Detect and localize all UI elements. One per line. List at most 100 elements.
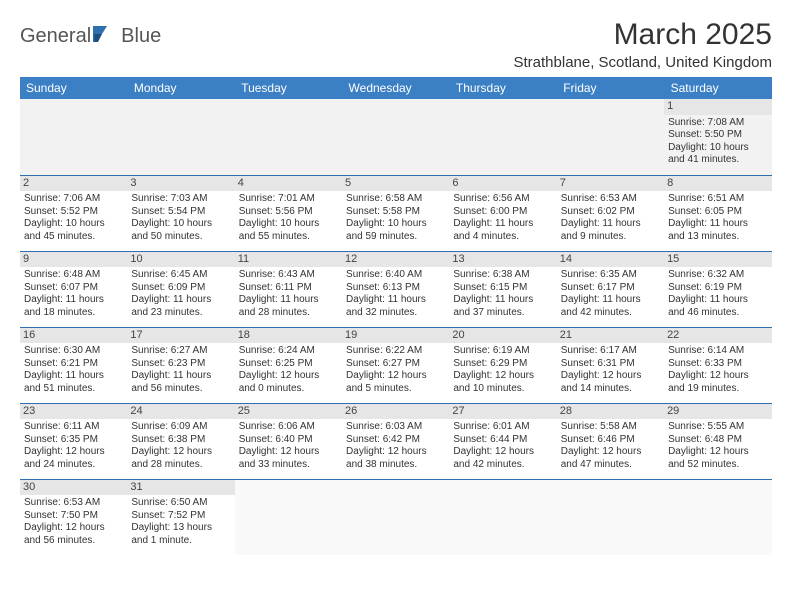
day-number: 28	[557, 404, 664, 420]
day-sunset: Sunset: 7:50 PM	[24, 510, 123, 523]
day-daylight1: Daylight: 10 hours	[131, 218, 230, 231]
day-daylight1: Daylight: 12 hours	[453, 370, 552, 383]
day-body: Sunrise: 6:58 AMSunset: 5:58 PMDaylight:…	[346, 193, 445, 243]
day-sunset: Sunset: 5:52 PM	[24, 206, 123, 219]
day-number: 9	[20, 252, 127, 268]
day-daylight1: Daylight: 11 hours	[24, 370, 123, 383]
day-body: Sunrise: 6:51 AMSunset: 6:05 PMDaylight:…	[668, 193, 767, 243]
day-number: 27	[449, 404, 556, 420]
day-cell: 2Sunrise: 7:06 AMSunset: 5:52 PMDaylight…	[20, 175, 127, 251]
flag-icon	[93, 24, 119, 49]
month-title: March 2025	[514, 18, 773, 52]
day-number: 3	[127, 176, 234, 192]
day-sunset: Sunset: 6:48 PM	[668, 434, 767, 447]
day-body: Sunrise: 6:30 AMSunset: 6:21 PMDaylight:…	[24, 345, 123, 395]
calendar-page: General Blue March 2025 Strathblane, Sco…	[0, 0, 792, 573]
day-daylight1: Daylight: 11 hours	[346, 294, 445, 307]
day-daylight1: Daylight: 12 hours	[346, 446, 445, 459]
empty-cell	[664, 479, 771, 555]
location: Strathblane, Scotland, United Kingdom	[514, 54, 773, 71]
day-body: Sunrise: 6:01 AMSunset: 6:44 PMDaylight:…	[453, 421, 552, 471]
day-sunrise: Sunrise: 6:09 AM	[131, 421, 230, 434]
day-sunset: Sunset: 6:21 PM	[24, 358, 123, 371]
day-daylight1: Daylight: 11 hours	[239, 294, 338, 307]
day-daylight2: and 10 minutes.	[453, 383, 552, 396]
day-number: 20	[449, 328, 556, 344]
day-sunset: Sunset: 6:38 PM	[131, 434, 230, 447]
day-sunrise: Sunrise: 6:48 AM	[24, 269, 123, 282]
day-number: 19	[342, 328, 449, 344]
day-daylight1: Daylight: 11 hours	[131, 370, 230, 383]
day-daylight2: and 46 minutes.	[668, 307, 767, 320]
day-daylight1: Daylight: 12 hours	[131, 446, 230, 459]
day-sunrise: Sunrise: 6:01 AM	[453, 421, 552, 434]
day-cell: 8Sunrise: 6:51 AMSunset: 6:05 PMDaylight…	[664, 175, 771, 251]
day-daylight1: Daylight: 11 hours	[453, 294, 552, 307]
day-number: 7	[557, 176, 664, 192]
day-body: Sunrise: 6:35 AMSunset: 6:17 PMDaylight:…	[561, 269, 660, 319]
day-sunset: Sunset: 6:07 PM	[24, 282, 123, 295]
weekday-header: Sunday	[20, 77, 127, 99]
header: General Blue March 2025 Strathblane, Sco…	[20, 18, 772, 71]
day-sunset: Sunset: 6:27 PM	[346, 358, 445, 371]
day-cell: 29Sunrise: 5:55 AMSunset: 6:48 PMDayligh…	[664, 403, 771, 479]
calendar-table: Sunday Monday Tuesday Wednesday Thursday…	[20, 77, 772, 555]
day-sunrise: Sunrise: 6:45 AM	[131, 269, 230, 282]
day-number: 21	[557, 328, 664, 344]
day-sunset: Sunset: 6:44 PM	[453, 434, 552, 447]
day-cell: 17Sunrise: 6:27 AMSunset: 6:23 PMDayligh…	[127, 327, 234, 403]
day-sunrise: Sunrise: 6:50 AM	[131, 497, 230, 510]
day-body: Sunrise: 6:32 AMSunset: 6:19 PMDaylight:…	[668, 269, 767, 319]
day-body: Sunrise: 6:38 AMSunset: 6:15 PMDaylight:…	[453, 269, 552, 319]
day-sunset: Sunset: 5:54 PM	[131, 206, 230, 219]
day-body: Sunrise: 5:55 AMSunset: 6:48 PMDaylight:…	[668, 421, 767, 471]
day-daylight2: and 45 minutes.	[24, 231, 123, 244]
day-cell: 3Sunrise: 7:03 AMSunset: 5:54 PMDaylight…	[127, 175, 234, 251]
empty-cell	[449, 99, 556, 175]
day-sunrise: Sunrise: 6:24 AM	[239, 345, 338, 358]
day-number: 13	[449, 252, 556, 268]
day-cell: 30Sunrise: 6:53 AMSunset: 7:50 PMDayligh…	[20, 479, 127, 555]
day-sunset: Sunset: 6:31 PM	[561, 358, 660, 371]
day-daylight2: and 18 minutes.	[24, 307, 123, 320]
day-cell: 23Sunrise: 6:11 AMSunset: 6:35 PMDayligh…	[20, 403, 127, 479]
day-sunrise: Sunrise: 6:17 AM	[561, 345, 660, 358]
day-number: 26	[342, 404, 449, 420]
day-number: 24	[127, 404, 234, 420]
day-sunrise: Sunrise: 6:11 AM	[24, 421, 123, 434]
day-number: 1	[664, 99, 771, 115]
day-cell: 6Sunrise: 6:56 AMSunset: 6:00 PMDaylight…	[449, 175, 556, 251]
day-body: Sunrise: 6:50 AMSunset: 7:52 PMDaylight:…	[131, 497, 230, 547]
logo-word2: Blue	[121, 25, 161, 48]
day-cell: 11Sunrise: 6:43 AMSunset: 6:11 PMDayligh…	[235, 251, 342, 327]
day-number: 6	[449, 176, 556, 192]
day-cell: 25Sunrise: 6:06 AMSunset: 6:40 PMDayligh…	[235, 403, 342, 479]
day-daylight1: Daylight: 11 hours	[561, 294, 660, 307]
calendar-row: 23Sunrise: 6:11 AMSunset: 6:35 PMDayligh…	[20, 403, 772, 479]
day-body: Sunrise: 6:24 AMSunset: 6:25 PMDaylight:…	[239, 345, 338, 395]
day-daylight1: Daylight: 12 hours	[561, 446, 660, 459]
day-daylight1: Daylight: 12 hours	[24, 522, 123, 535]
day-daylight2: and 1 minute.	[131, 535, 230, 548]
day-number: 29	[664, 404, 771, 420]
day-sunrise: Sunrise: 7:03 AM	[131, 193, 230, 206]
day-sunrise: Sunrise: 6:43 AM	[239, 269, 338, 282]
day-cell: 12Sunrise: 6:40 AMSunset: 6:13 PMDayligh…	[342, 251, 449, 327]
day-cell: 9Sunrise: 6:48 AMSunset: 6:07 PMDaylight…	[20, 251, 127, 327]
day-body: Sunrise: 7:01 AMSunset: 5:56 PMDaylight:…	[239, 193, 338, 243]
day-sunrise: Sunrise: 6:27 AM	[131, 345, 230, 358]
day-body: Sunrise: 7:03 AMSunset: 5:54 PMDaylight:…	[131, 193, 230, 243]
day-number: 5	[342, 176, 449, 192]
day-sunrise: Sunrise: 6:35 AM	[561, 269, 660, 282]
day-sunset: Sunset: 6:02 PM	[561, 206, 660, 219]
day-daylight1: Daylight: 11 hours	[131, 294, 230, 307]
weekday-header: Monday	[127, 77, 234, 99]
calendar-row: 16Sunrise: 6:30 AMSunset: 6:21 PMDayligh…	[20, 327, 772, 403]
day-daylight2: and 28 minutes.	[239, 307, 338, 320]
day-daylight1: Daylight: 11 hours	[453, 218, 552, 231]
day-body: Sunrise: 6:03 AMSunset: 6:42 PMDaylight:…	[346, 421, 445, 471]
day-daylight2: and 41 minutes.	[668, 154, 767, 167]
day-sunrise: Sunrise: 6:53 AM	[24, 497, 123, 510]
day-daylight2: and 0 minutes.	[239, 383, 338, 396]
day-sunrise: Sunrise: 7:06 AM	[24, 193, 123, 206]
